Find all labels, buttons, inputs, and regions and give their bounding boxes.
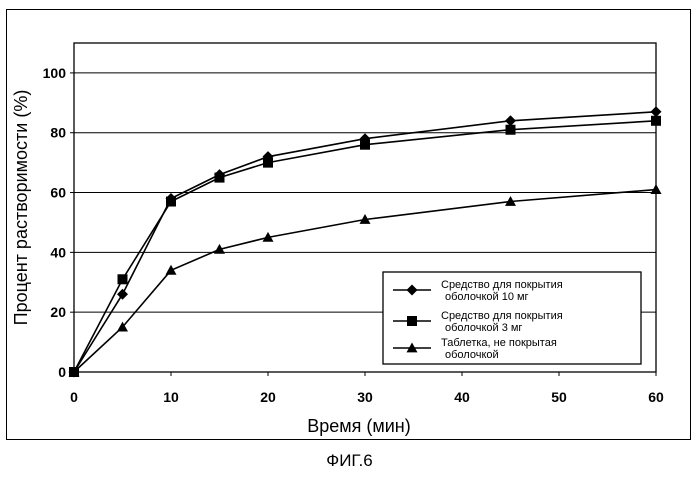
x-axis-title: Время (мин) (307, 416, 411, 436)
legend-label-3-line2: оболочкой (445, 349, 499, 361)
data-point-series-2 (360, 140, 370, 150)
legend-label-2-line1: Средство для покрытия (441, 310, 563, 322)
x-tick-label: 60 (648, 389, 664, 405)
data-point-series-2 (166, 197, 176, 207)
y-tick-label: 40 (50, 244, 66, 260)
x-tick-label: 40 (454, 389, 470, 405)
data-point-series-2 (263, 158, 273, 168)
chart: 0 20 40 60 80 100 0 10 20 30 40 50 60 Время (мин) Проц… (0, 0, 699, 477)
y-tick-label: 0 (58, 364, 66, 380)
x-tick-label: 20 (260, 389, 276, 405)
y-tick-label: 20 (50, 304, 66, 320)
legend-label-1-line1: Средство для покрытия (441, 279, 563, 291)
data-point-series-2 (506, 125, 516, 135)
data-point-series-2 (215, 173, 225, 183)
x-tick-label: 0 (70, 389, 78, 405)
legend-label-2-line2: оболочкой 3 мг (445, 322, 522, 334)
legend-marker-2 (407, 316, 417, 326)
y-tick-label: 60 (50, 185, 66, 201)
data-point-series-2 (651, 116, 661, 126)
y-tick-label: 100 (43, 65, 67, 81)
x-tick-label: 30 (357, 389, 373, 405)
x-tick-label: 50 (551, 389, 567, 405)
figure-caption: ФИГ.6 (0, 451, 699, 471)
legend-label-3-line1: Таблетка, не покрытая (441, 337, 557, 349)
legend-label-1-line2: оболочкой 10 мг (445, 291, 529, 303)
x-tick-label: 10 (163, 389, 179, 405)
y-tick-label: 80 (50, 125, 66, 141)
y-axis-title: Процент растворимости (%) (11, 90, 31, 326)
data-point-series-2 (118, 274, 128, 284)
